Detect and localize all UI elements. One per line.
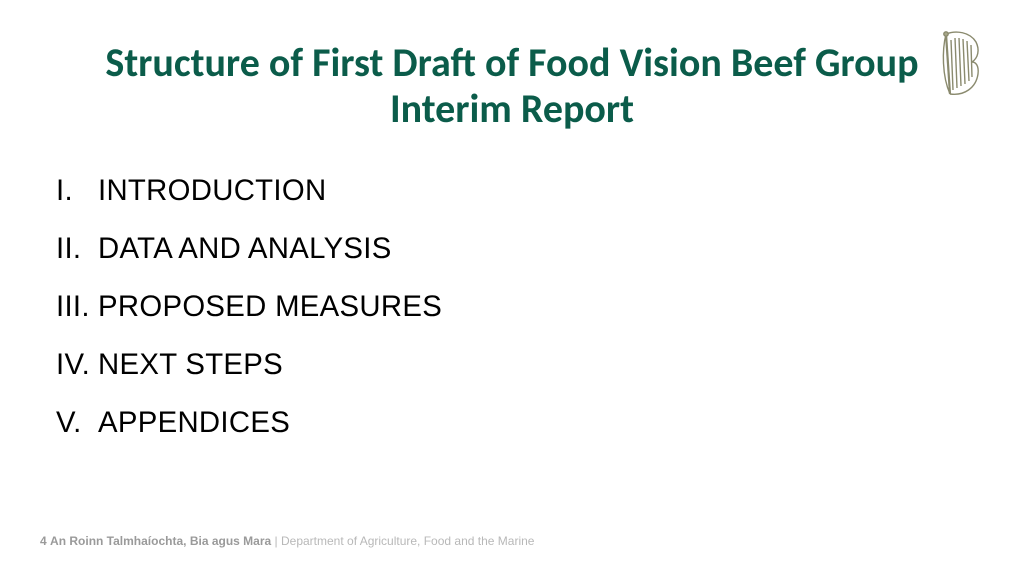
outline-label: DATA AND ANALYSIS <box>98 232 392 266</box>
outline-numeral: II. <box>56 232 98 266</box>
outline-label: APPENDICES <box>98 406 290 440</box>
page-number: 4 <box>40 534 47 548</box>
outline-label: PROPOSED MEASURES <box>98 290 442 324</box>
outline-numeral: III. <box>56 290 98 324</box>
outline-item: I. INTRODUCTION <box>56 174 968 208</box>
outline-item: IV. NEXT STEPS <box>56 348 968 382</box>
harp-icon <box>936 28 984 100</box>
outline-item: V. APPENDICES <box>56 406 968 440</box>
outline-numeral: I. <box>56 174 98 208</box>
outline-label: INTRODUCTION <box>98 174 326 208</box>
outline-item: II. DATA AND ANALYSIS <box>56 232 968 266</box>
slide: Structure of First Draft of Food Vision … <box>0 0 1024 576</box>
org-name-irish: An Roinn Talmhaíochta, Bia agus Mara <box>50 534 271 548</box>
slide-title: Structure of First Draft of Food Vision … <box>102 40 922 132</box>
outline-item: III. PROPOSED MEASURES <box>56 290 968 324</box>
slide-footer: 4 An Roinn Talmhaíochta, Bia agus Mara |… <box>40 534 534 548</box>
org-name-english: Department of Agriculture, Food and the … <box>281 534 534 548</box>
outline-list: I. INTRODUCTION II. DATA AND ANALYSIS II… <box>56 174 968 440</box>
outline-numeral: V. <box>56 406 98 440</box>
outline-label: NEXT STEPS <box>98 348 283 382</box>
harp-svg <box>936 28 984 100</box>
outline-numeral: IV. <box>56 348 98 382</box>
